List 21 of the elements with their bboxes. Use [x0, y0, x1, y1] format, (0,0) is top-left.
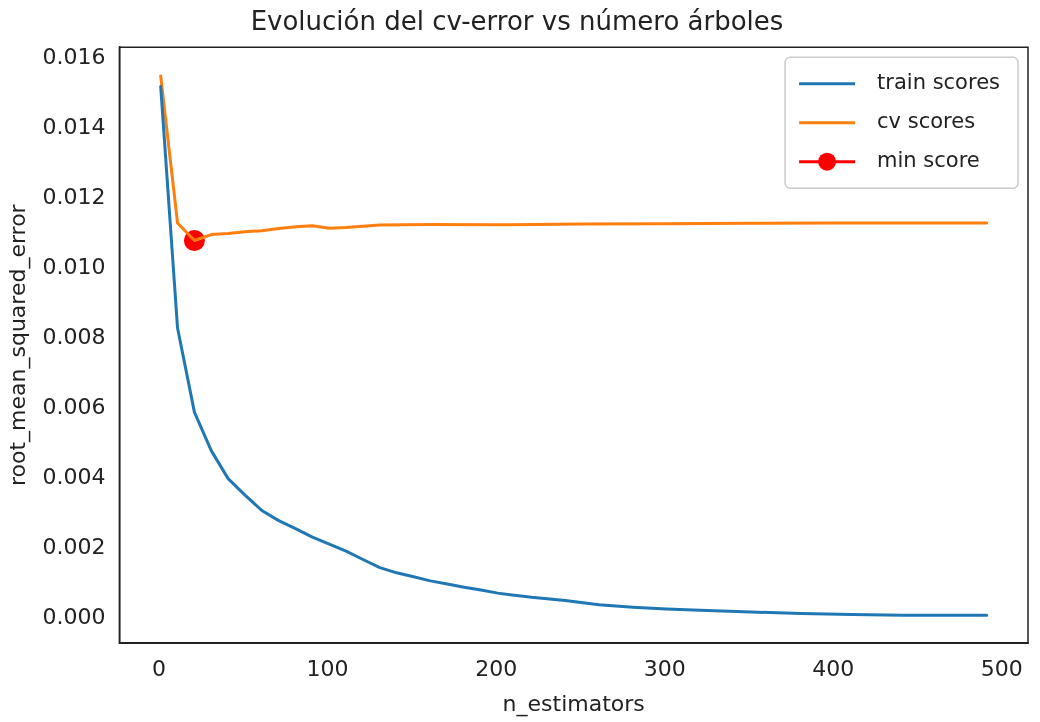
y-tick-label: 0.004: [42, 464, 106, 490]
y-tick-label: 0.012: [42, 184, 106, 210]
x-tick-label: 100: [306, 656, 349, 682]
y-tick-label: 0.014: [42, 114, 106, 140]
y-tick-label: 0.010: [42, 254, 106, 280]
y-tick-label: 0.000: [42, 604, 106, 630]
legend-label: train scores: [877, 70, 1001, 95]
y-tick-label: 0.016: [42, 44, 106, 70]
x-tick-label: 0: [152, 656, 166, 682]
y-tick-label: 0.002: [42, 534, 106, 560]
chart-title: Evolución del cv-error vs número árboles: [250, 6, 784, 37]
y-axis-title: root_mean_squared_error: [4, 203, 31, 487]
legend-label: cv scores: [877, 109, 976, 134]
x-tick-label: 400: [812, 656, 855, 682]
x-tick-label: 200: [475, 656, 518, 682]
y-tick-label: 0.006: [42, 394, 106, 420]
x-axis-title: n_estimators: [502, 690, 645, 717]
x-tick-label: 500: [980, 656, 1023, 682]
legend-label: min score: [877, 148, 980, 173]
y-tick-label: 0.008: [42, 324, 106, 350]
x-tick-label: 300: [643, 656, 686, 682]
